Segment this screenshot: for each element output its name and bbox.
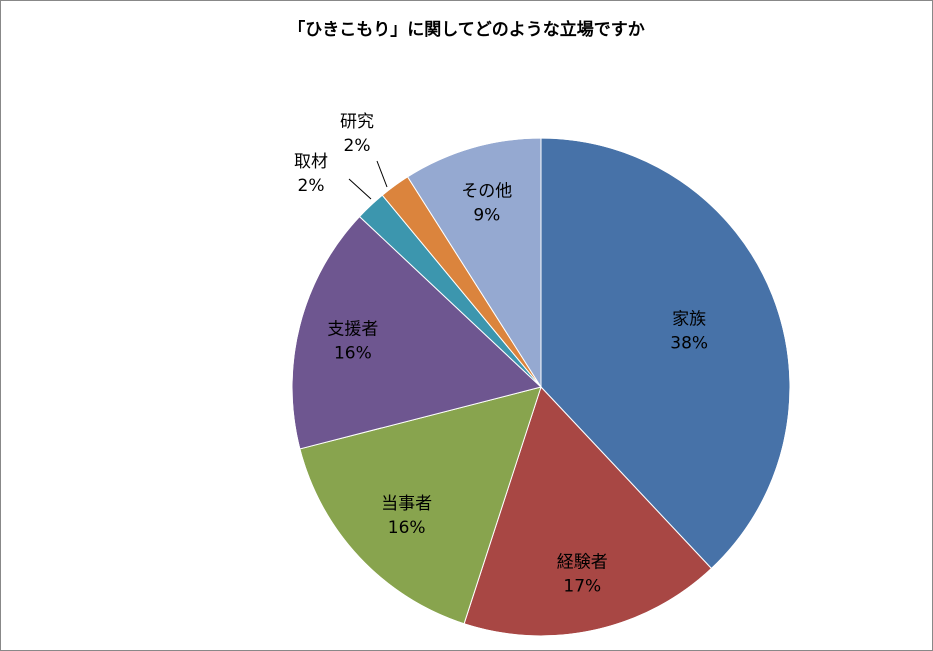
pie-labels: 家族 38% 経験者 17% 当事者 16% 支援者 16% 取材 2% 研究 2% その他 9% [294,112,708,597]
slice-label: その他 [461,181,512,201]
slice-label: 取材 [294,152,328,172]
slice-percent: 2% [344,136,371,156]
slice-label: 支援者 [327,320,378,340]
leader-line [348,178,372,200]
slice-percent: 16% [334,344,372,364]
chart-title: 「ひきこもり」に関してどのような立場ですか [288,20,645,40]
pie-outline [291,137,791,637]
slice-percent: 9% [473,205,500,225]
slice-percent: 17% [563,577,601,597]
slice-percent: 2% [298,176,325,196]
slice-label: 当事者 [381,494,432,514]
slice-label: 経験者 [557,553,608,573]
slice-percent: 38% [670,333,708,353]
slice-label: 研究 [340,112,374,132]
slice-percent: 16% [388,518,426,538]
slice-label: 家族 [672,309,706,329]
leader-line [376,160,388,188]
pie-slices [291,137,791,637]
